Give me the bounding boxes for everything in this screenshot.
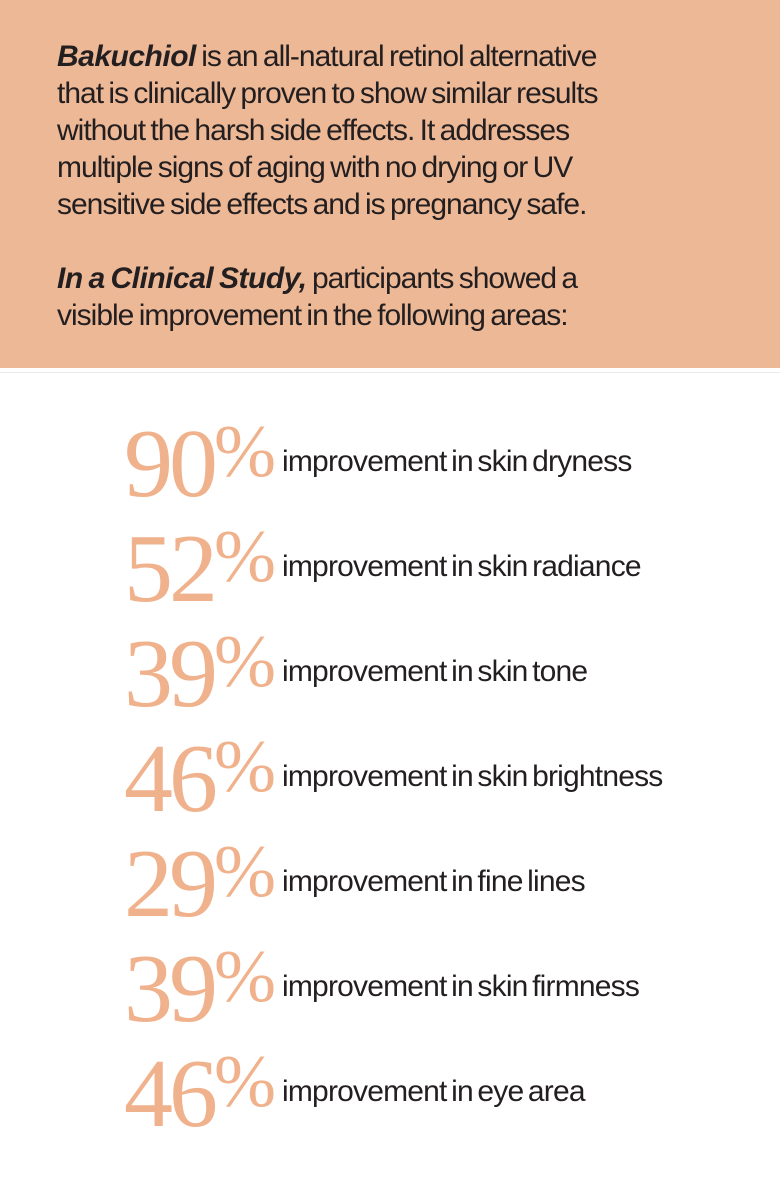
stat-value: 39% (124, 624, 280, 722)
study-paragraph: In a Clinical Study, participants showed… (57, 260, 746, 334)
intro-text-line: without the harsh side effects. It addre… (57, 112, 746, 149)
stat-value: 46% (124, 729, 280, 827)
regular-text: without the harsh side effects. It addre… (57, 114, 570, 147)
stat-number: 52 (124, 514, 218, 623)
stat-row: 29% improvement in fine lines (124, 831, 780, 936)
stat-value: 29% (124, 834, 280, 932)
stat-row: 52% improvement in skin radiance (124, 516, 780, 621)
percent-sign: % (214, 725, 276, 808)
stat-value: 52% (124, 519, 280, 617)
intro-text-line: multiple signs of aging with no drying o… (57, 149, 746, 186)
stat-number: 90 (124, 409, 218, 518)
stat-row: 46% improvement in skin brightness (124, 726, 780, 831)
stat-number: 39 (124, 934, 218, 1043)
stat-number: 46 (124, 1039, 218, 1148)
regular-text: that is clinically proven to show simila… (57, 77, 599, 110)
stat-row: 39% improvement in skin tone (124, 621, 780, 726)
percent-sign: % (214, 830, 276, 913)
percent-sign: % (214, 1040, 276, 1123)
stat-label: improvement in skin radiance (282, 549, 642, 583)
stat-label: improvement in skin dryness (282, 444, 632, 478)
stat-value: 39% (124, 939, 280, 1037)
intro-paragraph: Bakuchiol is an all-natural retinol alte… (57, 38, 746, 223)
stat-row: 46% improvement in eye area (124, 1041, 780, 1146)
stat-number: 39 (124, 619, 218, 728)
regular-text: multiple signs of aging with no drying o… (57, 151, 573, 184)
stats-list: 90% improvement in skin dryness 52% impr… (0, 373, 780, 1146)
percent-sign: % (214, 515, 276, 598)
study-text-line: visible improvement in the following are… (57, 297, 746, 334)
study-text-line: In a Clinical Study, participants showed… (57, 260, 746, 297)
percent-sign: % (214, 410, 276, 493)
hero-panel: Bakuchiol is an all-natural retinol alte… (0, 0, 780, 368)
stat-label: improvement in skin tone (282, 654, 588, 688)
stat-number: 46 (124, 724, 218, 833)
regular-text: participants showed a (306, 262, 578, 295)
section-divider (0, 372, 780, 373)
stat-label: improvement in fine lines (282, 864, 586, 898)
stat-row: 39% improvement in skin firmness (124, 936, 780, 1041)
stat-value: 46% (124, 1044, 280, 1142)
percent-sign: % (214, 935, 276, 1018)
percent-sign: % (214, 620, 276, 703)
stat-label: improvement in skin brightness (282, 759, 663, 793)
stat-number: 29 (124, 829, 218, 938)
regular-text: visible improvement in the following are… (57, 299, 569, 332)
intro-text-line: that is clinically proven to show simila… (57, 75, 746, 112)
intro-text-line: sensitive side effects and is pregnancy … (57, 186, 746, 223)
bold-lead-text: In a Clinical Study, (57, 262, 307, 295)
regular-text: sensitive side effects and is pregnancy … (57, 188, 587, 221)
regular-text: is an all-natural retinol alternative (195, 40, 597, 73)
stat-value: 90% (124, 414, 280, 512)
bold-lead-text: Bakuchiol (57, 40, 196, 73)
stat-label: improvement in skin firmness (282, 969, 640, 1003)
stat-row: 90% improvement in skin dryness (124, 411, 780, 516)
intro-text-line: Bakuchiol is an all-natural retinol alte… (57, 38, 746, 75)
stat-label: improvement in eye area (282, 1074, 586, 1108)
